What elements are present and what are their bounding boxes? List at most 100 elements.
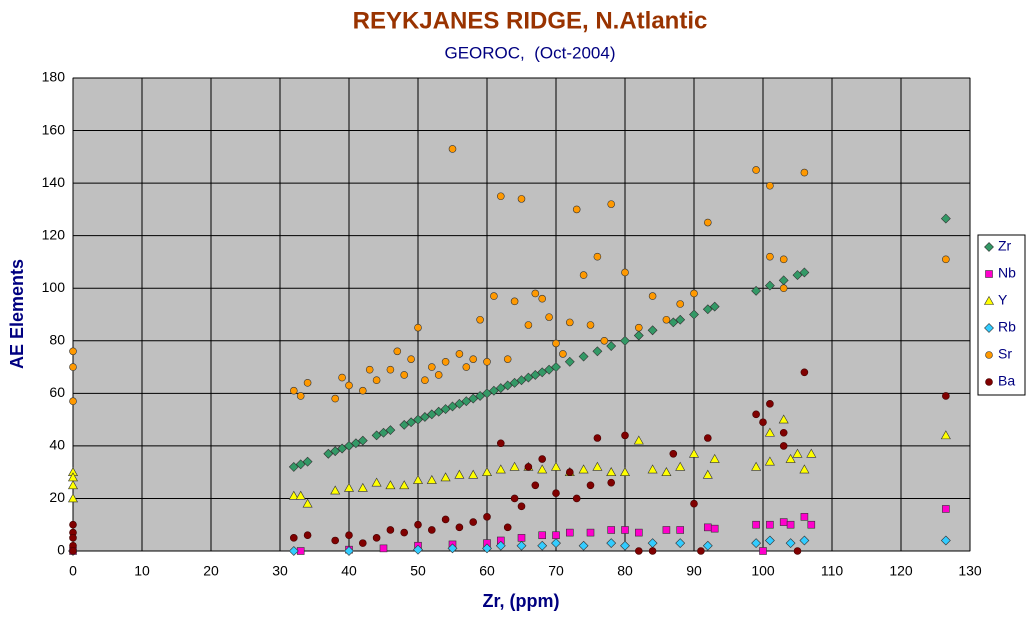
marker <box>578 540 589 551</box>
marker <box>579 271 588 279</box>
marker <box>516 540 527 551</box>
marker <box>495 464 506 474</box>
marker <box>69 397 77 406</box>
marker <box>648 547 657 555</box>
marker <box>517 195 526 203</box>
marker <box>344 440 354 451</box>
marker <box>433 406 444 417</box>
marker <box>496 192 505 201</box>
marker <box>764 280 775 291</box>
marker <box>607 478 616 487</box>
marker <box>703 218 712 227</box>
marker <box>524 321 533 329</box>
marker <box>509 377 520 388</box>
marker <box>331 394 340 403</box>
marker <box>385 480 396 490</box>
marker <box>447 401 458 412</box>
marker <box>69 347 77 356</box>
marker <box>496 439 505 448</box>
marker <box>386 526 395 534</box>
x-tick-label: 110 <box>821 563 844 579</box>
x-tick-label: 50 <box>410 563 426 579</box>
marker <box>537 464 548 474</box>
marker <box>537 540 548 551</box>
marker <box>483 357 491 366</box>
marker <box>984 323 994 333</box>
marker <box>710 524 719 533</box>
x-axis-label: Zr, (ppm) <box>483 591 560 611</box>
marker <box>751 285 762 296</box>
marker <box>510 494 519 503</box>
x-tick-label: 30 <box>272 563 288 579</box>
marker <box>799 464 810 474</box>
marker <box>455 350 464 358</box>
marker <box>586 528 595 537</box>
marker <box>371 430 382 441</box>
marker <box>586 481 595 490</box>
marker <box>675 538 686 549</box>
marker <box>764 456 775 466</box>
marker <box>289 386 298 395</box>
marker <box>688 448 700 458</box>
marker <box>330 446 341 457</box>
y-tick-label: 80 <box>49 331 65 347</box>
marker <box>67 480 79 490</box>
marker <box>779 284 788 293</box>
marker <box>538 455 547 463</box>
marker <box>488 385 499 396</box>
marker <box>469 518 478 526</box>
marker <box>807 520 816 529</box>
marker <box>559 350 567 358</box>
marker <box>676 526 685 534</box>
marker <box>544 364 555 375</box>
marker <box>481 467 493 476</box>
marker <box>517 534 526 542</box>
y-tick-label: 40 <box>49 437 65 453</box>
marker <box>412 474 424 484</box>
legend-label: Ba <box>998 373 1015 389</box>
marker <box>565 318 574 327</box>
marker <box>447 543 458 554</box>
marker <box>572 494 581 503</box>
marker <box>357 435 368 446</box>
marker <box>752 166 760 174</box>
x-tick-label: 80 <box>617 563 633 579</box>
marker <box>289 534 298 542</box>
marker <box>69 363 77 371</box>
marker <box>942 505 950 513</box>
marker <box>800 513 809 521</box>
marker <box>675 314 686 325</box>
marker <box>668 317 679 328</box>
marker <box>592 346 603 357</box>
marker <box>413 414 423 425</box>
chart-subtitle: GEOROC, (Oct-2004) <box>445 43 616 62</box>
marker <box>607 200 616 208</box>
marker <box>414 520 422 529</box>
marker <box>483 513 491 521</box>
marker <box>538 294 547 303</box>
marker <box>785 453 796 463</box>
marker <box>295 459 306 470</box>
marker <box>550 461 562 471</box>
y-tick-label: 0 <box>57 542 65 558</box>
y-axis-label: AE Elements <box>7 259 27 369</box>
marker <box>759 547 767 555</box>
marker <box>482 543 492 554</box>
marker <box>517 502 526 511</box>
marker <box>469 355 478 363</box>
marker <box>600 336 609 345</box>
marker <box>764 427 775 437</box>
x-tick-label: 0 <box>69 563 77 579</box>
marker <box>495 540 506 551</box>
marker <box>751 461 762 471</box>
marker <box>606 467 617 476</box>
marker <box>386 365 395 374</box>
marker <box>766 400 774 408</box>
marker <box>669 449 678 458</box>
legend-label: Sr <box>998 346 1012 362</box>
marker <box>779 255 788 264</box>
marker <box>357 482 368 492</box>
marker <box>621 526 629 534</box>
marker <box>799 267 810 278</box>
x-tick-label: 120 <box>889 563 913 579</box>
